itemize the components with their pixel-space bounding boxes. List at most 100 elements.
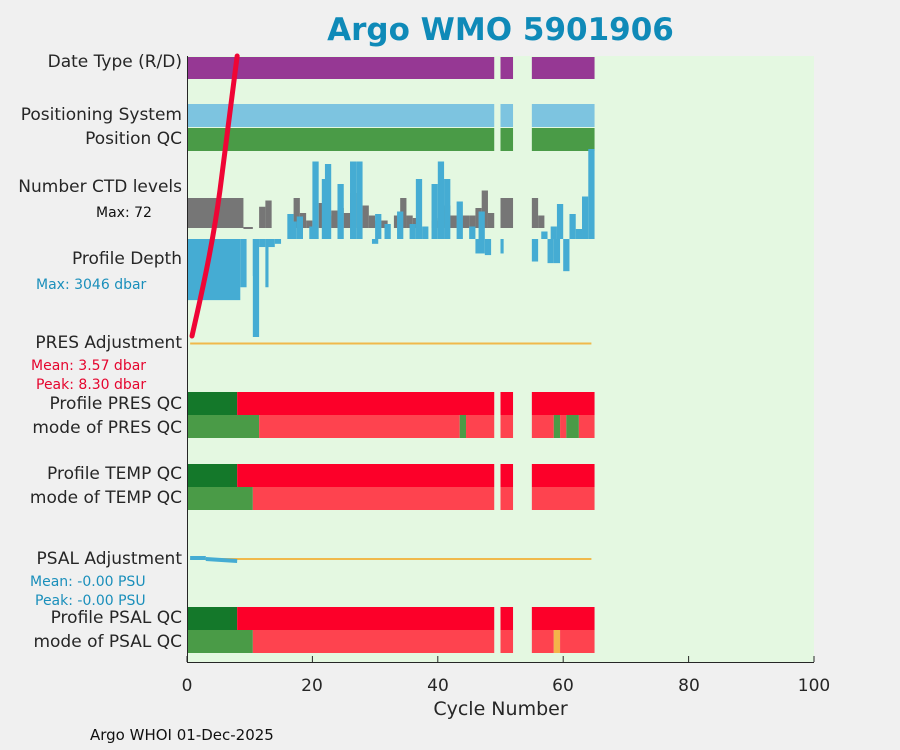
- ctd-levels-bar: [406, 215, 413, 228]
- profile-depth-bar: [484, 239, 492, 256]
- mode-pres-qc-segment: [500, 415, 514, 438]
- ctd-levels-bar: [422, 226, 429, 239]
- x-axis-label: Cycle Number: [433, 698, 568, 720]
- mode-psal-qc-segment: [500, 630, 514, 653]
- ctd-levels-bar: [569, 214, 576, 239]
- ctd-levels-bar: [343, 213, 351, 228]
- profile-psal-qc-segment: [237, 607, 495, 630]
- x-tick-label: 20: [301, 676, 323, 696]
- ctd-levels-bar: [265, 200, 272, 228]
- ctd-levels-bar: [541, 231, 548, 239]
- date-type-curve: [189, 53, 240, 339]
- profile-temp-qc-segment: [531, 464, 595, 487]
- mode-psal-qc-segment: [553, 630, 561, 653]
- pres-peak-label: Peak: 8.30 dbar: [36, 377, 147, 393]
- profile-pres-qc-segment: [500, 392, 514, 415]
- ctd-levels-bar: [356, 161, 363, 239]
- profile-psal-qc-segment: [500, 607, 514, 630]
- ctd-levels-bar: [362, 205, 369, 228]
- mode-pres-qc-segment: [466, 415, 495, 438]
- x-tick-label: 40: [427, 676, 449, 696]
- row-label-mode-temp-qc: mode of TEMP QC: [29, 488, 182, 508]
- ctd-levels-bar: [487, 213, 495, 228]
- ctd-levels-bar: [324, 164, 332, 239]
- ctd-levels-bar: [412, 218, 419, 228]
- mode-temp-qc-segment: [252, 487, 495, 510]
- x-tick-label: 60: [552, 676, 574, 696]
- mode-temp-qc-segment: [500, 487, 514, 510]
- mode-psal-qc-segment: [252, 630, 495, 653]
- ctd-levels-bar: [331, 210, 338, 228]
- ctd-levels-bar: [588, 149, 595, 239]
- ctd-levels-bar: [469, 215, 476, 228]
- positioning-bar: [187, 104, 495, 127]
- profile-pres-qc-segment: [237, 392, 495, 415]
- ctd-levels-bar: [575, 229, 583, 239]
- ctd-levels-bar: [350, 161, 357, 239]
- x-tick-label: 100: [797, 676, 831, 696]
- ctd-levels-bar: [450, 215, 457, 228]
- ctd-levels-bar: [259, 206, 266, 228]
- profile-depth-bar: [252, 239, 260, 337]
- ctd-levels-bar: [409, 224, 416, 239]
- pres-mean-label: Mean: 3.57 dbar: [31, 358, 147, 374]
- mode-psal-qc-segment: [187, 630, 253, 653]
- profile-temp-qc-segment: [237, 464, 495, 487]
- ctd-levels-bar: [306, 220, 313, 228]
- row-label-profile-depth: Profile Depth: [71, 249, 182, 269]
- positioning-bar: [531, 104, 595, 127]
- position-qc-bar: [500, 128, 514, 151]
- ctd-levels-bar: [293, 198, 300, 228]
- mode-pres-qc-segment: [578, 415, 595, 438]
- position-qc-bar: [531, 128, 595, 151]
- ctd-levels-bar: [531, 198, 539, 228]
- ctd-levels-bar: [296, 216, 303, 239]
- mode-pres-qc-segment: [459, 415, 467, 438]
- mode-temp-qc-segment: [531, 487, 595, 510]
- chart-marks: [187, 53, 595, 653]
- profile-pres-qc-segment: [531, 392, 595, 415]
- ctd-levels-bar: [462, 215, 470, 228]
- profile-depth-bar: [563, 239, 570, 272]
- ctd-levels-bar: [384, 224, 391, 239]
- row-label-position-qc: Position QC: [85, 129, 182, 149]
- x-axis: [186, 56, 815, 663]
- mode-psal-qc-segment: [560, 630, 595, 653]
- chart-title: Argo WMO 5901906: [327, 12, 674, 48]
- mode-pres-qc-segment: [553, 415, 561, 438]
- ctd-levels-bar: [456, 201, 463, 239]
- row-label-profile-pres-qc: Profile PRES QC: [49, 394, 182, 414]
- profile-pres-qc-segment: [187, 392, 238, 415]
- row-label-date-type: Date Type (R/D): [47, 52, 182, 72]
- positioning-bar: [500, 104, 514, 127]
- row-label-mode-pres-qc: mode of PRES QC: [32, 418, 182, 438]
- profile-depth-bar: [500, 239, 504, 254]
- ctd-levels-bar: [415, 179, 423, 239]
- mode-pres-qc-segment: [531, 415, 554, 438]
- row-label-positioning-system: Positioning System: [20, 105, 182, 125]
- row-label-psal-adjustment: PSAL Adjustment: [36, 549, 182, 569]
- profile-depth-bar: [265, 239, 269, 288]
- mode-temp-qc-segment: [187, 487, 253, 510]
- ctd-levels-bar: [582, 196, 589, 239]
- mode-pres-qc-segment: [259, 415, 460, 438]
- ctd-levels-bar: [368, 215, 376, 228]
- profile-depth-bar: [475, 239, 485, 254]
- date-type-bar: [531, 57, 595, 79]
- date-type-bar: [187, 57, 495, 79]
- row-label-pres-adjustment: PRES Adjustment: [35, 333, 182, 353]
- ctd-levels-bar: [469, 226, 476, 239]
- ctd-levels-bar: [290, 221, 297, 239]
- ctd-levels-bar: [312, 161, 319, 239]
- date-type-bar: [500, 57, 514, 79]
- profile-depth-bar: [268, 239, 275, 248]
- profile-depth-bar: [371, 239, 379, 244]
- ctd-levels-bar: [500, 198, 514, 228]
- psal-adjustment-highlight: [205, 557, 238, 563]
- profile-temp-qc-segment: [187, 464, 238, 487]
- row-label-profile-temp-qc: Profile TEMP QC: [47, 464, 182, 484]
- profile-depth-bar: [240, 239, 247, 288]
- ctd-levels-bar: [397, 211, 404, 239]
- mode-pres-qc-segment: [187, 415, 260, 438]
- ctd-levels-bar: [444, 179, 451, 239]
